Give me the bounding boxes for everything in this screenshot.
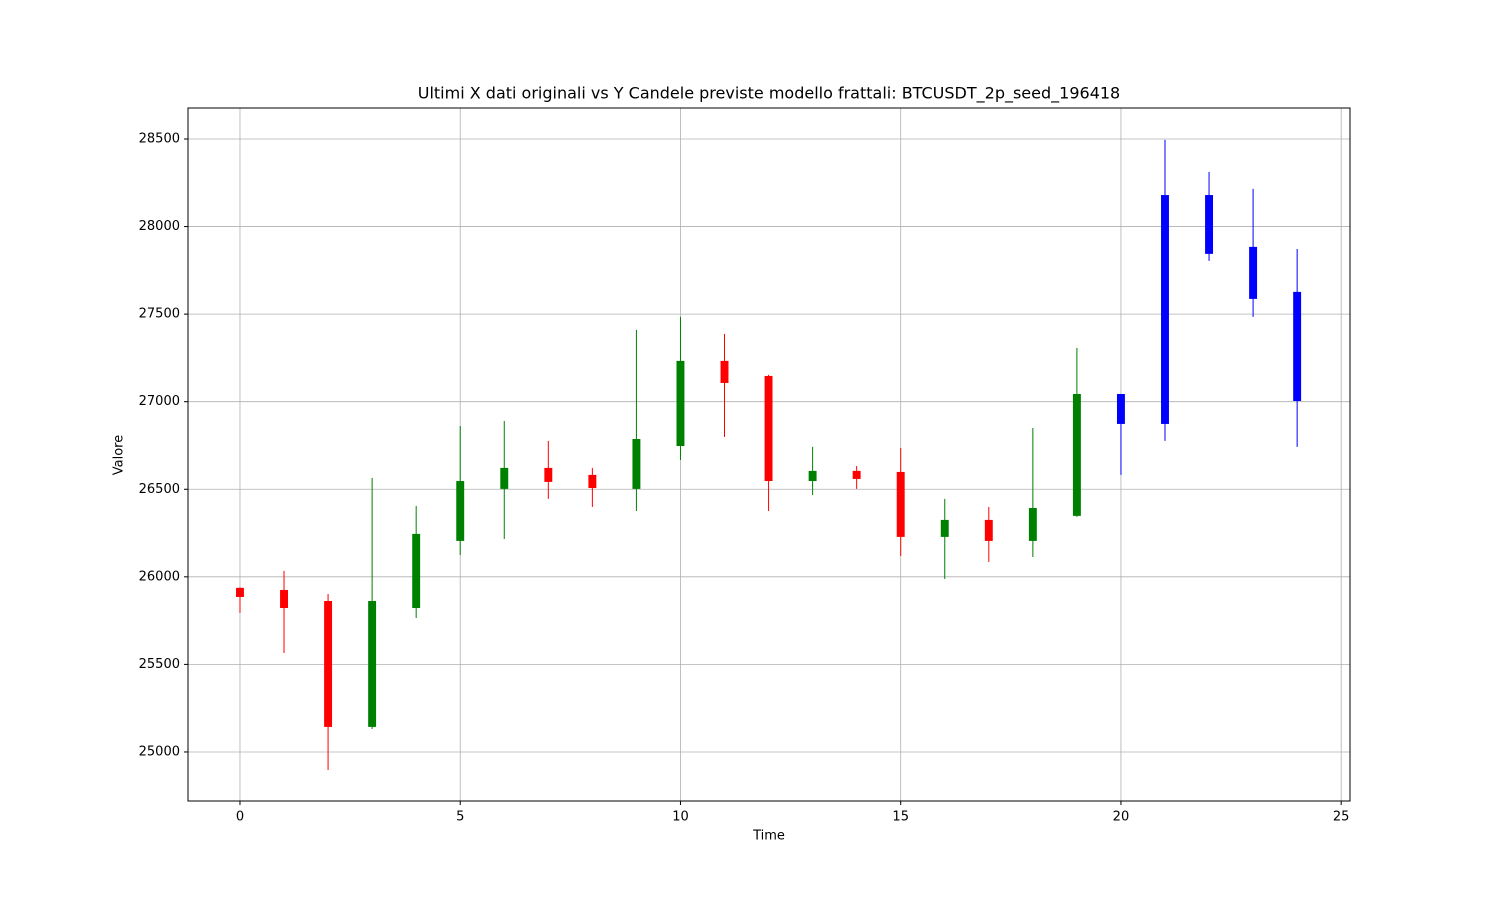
plot-frame bbox=[187, 107, 1351, 802]
candle-body bbox=[588, 474, 597, 489]
y-tick-label: 27000 bbox=[139, 394, 180, 409]
chart-title: Ultimi X dati originali vs Y Candele pre… bbox=[418, 84, 1120, 104]
candle-body bbox=[896, 471, 905, 537]
candle-body bbox=[368, 600, 377, 727]
candle-body bbox=[236, 587, 244, 597]
candle-body bbox=[632, 439, 641, 489]
x-tick-label: 20 bbox=[1113, 810, 1130, 825]
x-tick-label: 15 bbox=[892, 810, 909, 825]
candle-body bbox=[412, 533, 421, 609]
candle-body bbox=[1072, 393, 1081, 516]
candle-body bbox=[808, 470, 817, 482]
y-tick-label: 25500 bbox=[139, 657, 180, 672]
candle-body bbox=[544, 467, 553, 482]
x-tick-label: 25 bbox=[1333, 810, 1350, 825]
candle-body bbox=[720, 360, 729, 383]
candle-body bbox=[1028, 508, 1037, 541]
y-tick-label: 26500 bbox=[139, 482, 180, 497]
candle-body bbox=[940, 519, 949, 537]
candle-body bbox=[1116, 393, 1125, 424]
y-tick-label: 28000 bbox=[139, 219, 180, 234]
x-tick-label: 10 bbox=[672, 810, 689, 825]
y-axis-label: Valore bbox=[112, 435, 127, 475]
candle-body bbox=[1161, 195, 1169, 424]
y-tick-label: 25000 bbox=[139, 744, 180, 759]
candle-body bbox=[500, 467, 509, 489]
candle-body bbox=[676, 360, 685, 447]
candle-body bbox=[764, 375, 773, 482]
x-tick-label: 5 bbox=[456, 810, 464, 825]
x-axis-label: Time bbox=[752, 829, 785, 844]
candle-body bbox=[1293, 291, 1302, 401]
y-tick-label: 26000 bbox=[139, 569, 180, 584]
y-tick-label: 27500 bbox=[139, 307, 180, 322]
y-tick-label: 28500 bbox=[139, 131, 180, 146]
candle-body bbox=[280, 589, 288, 609]
x-tick-label: 0 bbox=[236, 810, 244, 825]
candle-body bbox=[852, 470, 861, 479]
candle-body bbox=[1205, 195, 1214, 254]
candle-body bbox=[984, 519, 993, 541]
candle-body bbox=[324, 600, 333, 727]
candle-body bbox=[1249, 246, 1258, 299]
candle-body bbox=[456, 481, 465, 541]
